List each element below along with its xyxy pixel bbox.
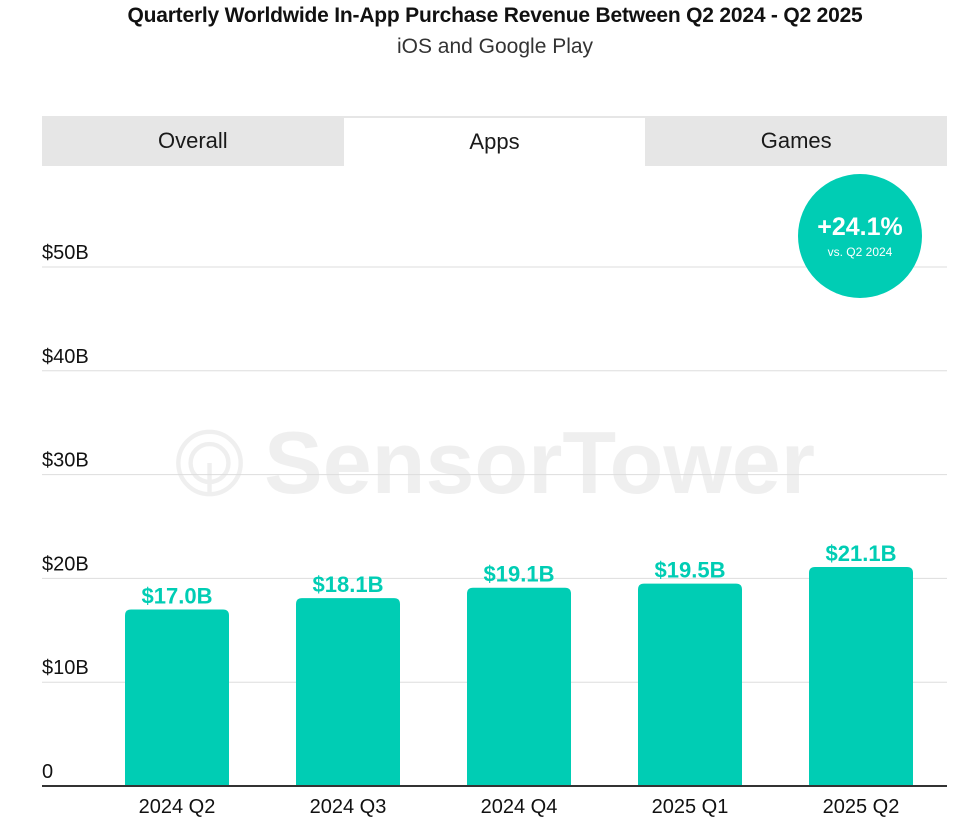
y-tick-label: $50B xyxy=(42,242,89,264)
x-tick-label: 2024 Q2 xyxy=(139,796,216,818)
data-label: $17.0B xyxy=(142,584,213,609)
y-tick-label: $20B xyxy=(42,553,89,575)
bar xyxy=(125,609,229,786)
bar xyxy=(467,587,571,786)
bar xyxy=(296,598,400,786)
data-label: $18.1B xyxy=(313,572,384,597)
chart-title: Quarterly Worldwide In-App Purchase Reve… xyxy=(127,4,863,27)
data-label: $19.1B xyxy=(484,562,555,587)
chart-subtitle: iOS and Google Play xyxy=(396,35,594,58)
x-tick-label: 2024 Q4 xyxy=(481,796,558,818)
data-label: $19.5B xyxy=(655,558,726,583)
growth-badge-value: +24.1% xyxy=(817,213,903,241)
tab-apps[interactable]: Apps xyxy=(343,118,646,166)
y-tick-label: $10B xyxy=(42,657,89,679)
tab-games[interactable]: Games xyxy=(760,128,832,153)
x-tick-label: 2025 Q1 xyxy=(652,796,729,818)
growth-badge: +24.1% vs. Q2 2024 xyxy=(798,174,922,298)
growth-badge-caption: vs. Q2 2024 xyxy=(827,245,893,259)
bar xyxy=(809,566,913,786)
bar xyxy=(638,583,742,786)
tab-overall[interactable]: Overall xyxy=(157,128,228,153)
y-tick-label: $40B xyxy=(42,346,89,368)
y-tick-label: 0 xyxy=(42,761,53,783)
y-tick-label: $30B xyxy=(42,450,89,472)
x-tick-label: 2024 Q3 xyxy=(310,796,387,818)
tab-bar: Overall Apps Games xyxy=(42,116,947,166)
data-label: $21.1B xyxy=(826,541,897,566)
x-tick-label: 2025 Q2 xyxy=(823,796,900,818)
